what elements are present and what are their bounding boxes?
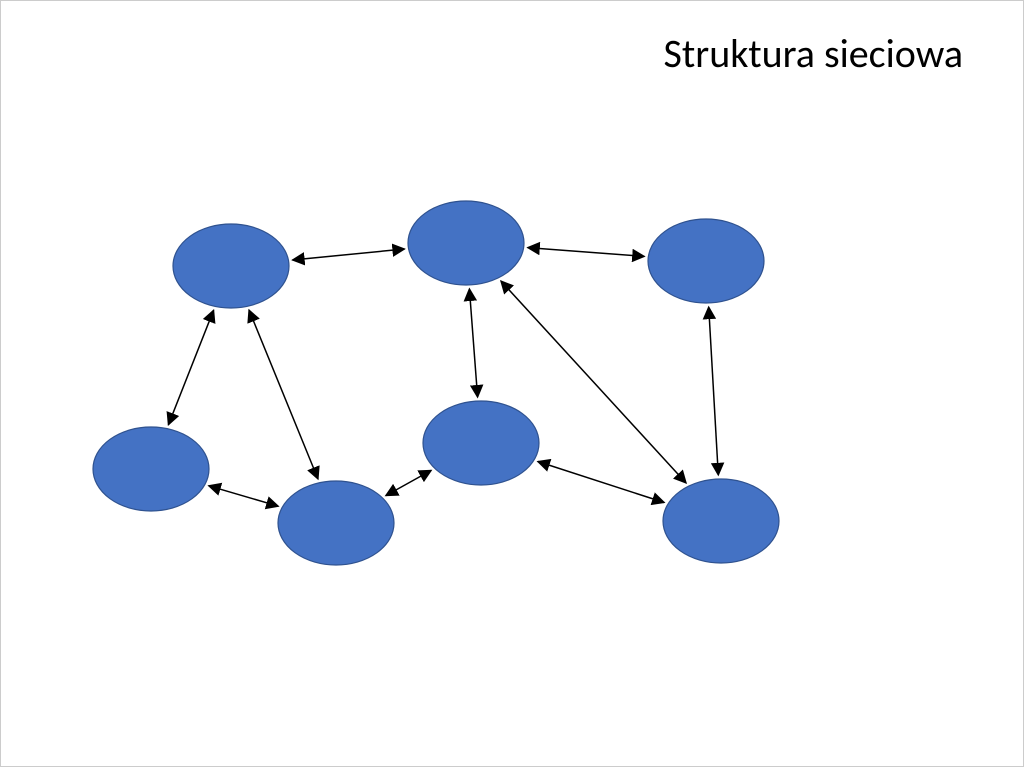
node xyxy=(278,481,394,565)
edge xyxy=(709,307,719,475)
edge xyxy=(168,310,213,425)
node xyxy=(663,479,779,563)
edge xyxy=(249,310,318,479)
edge xyxy=(209,486,279,506)
node xyxy=(423,401,539,485)
node xyxy=(408,201,524,285)
edge xyxy=(386,470,431,495)
node xyxy=(173,224,289,308)
nodes-layer xyxy=(93,201,779,565)
node xyxy=(93,427,209,511)
node xyxy=(648,219,764,303)
edge xyxy=(538,462,664,503)
network-diagram xyxy=(1,1,1024,767)
edge xyxy=(469,289,477,397)
slide: Struktura sieciowa xyxy=(0,0,1024,767)
edge xyxy=(293,249,405,260)
edge xyxy=(528,248,645,257)
